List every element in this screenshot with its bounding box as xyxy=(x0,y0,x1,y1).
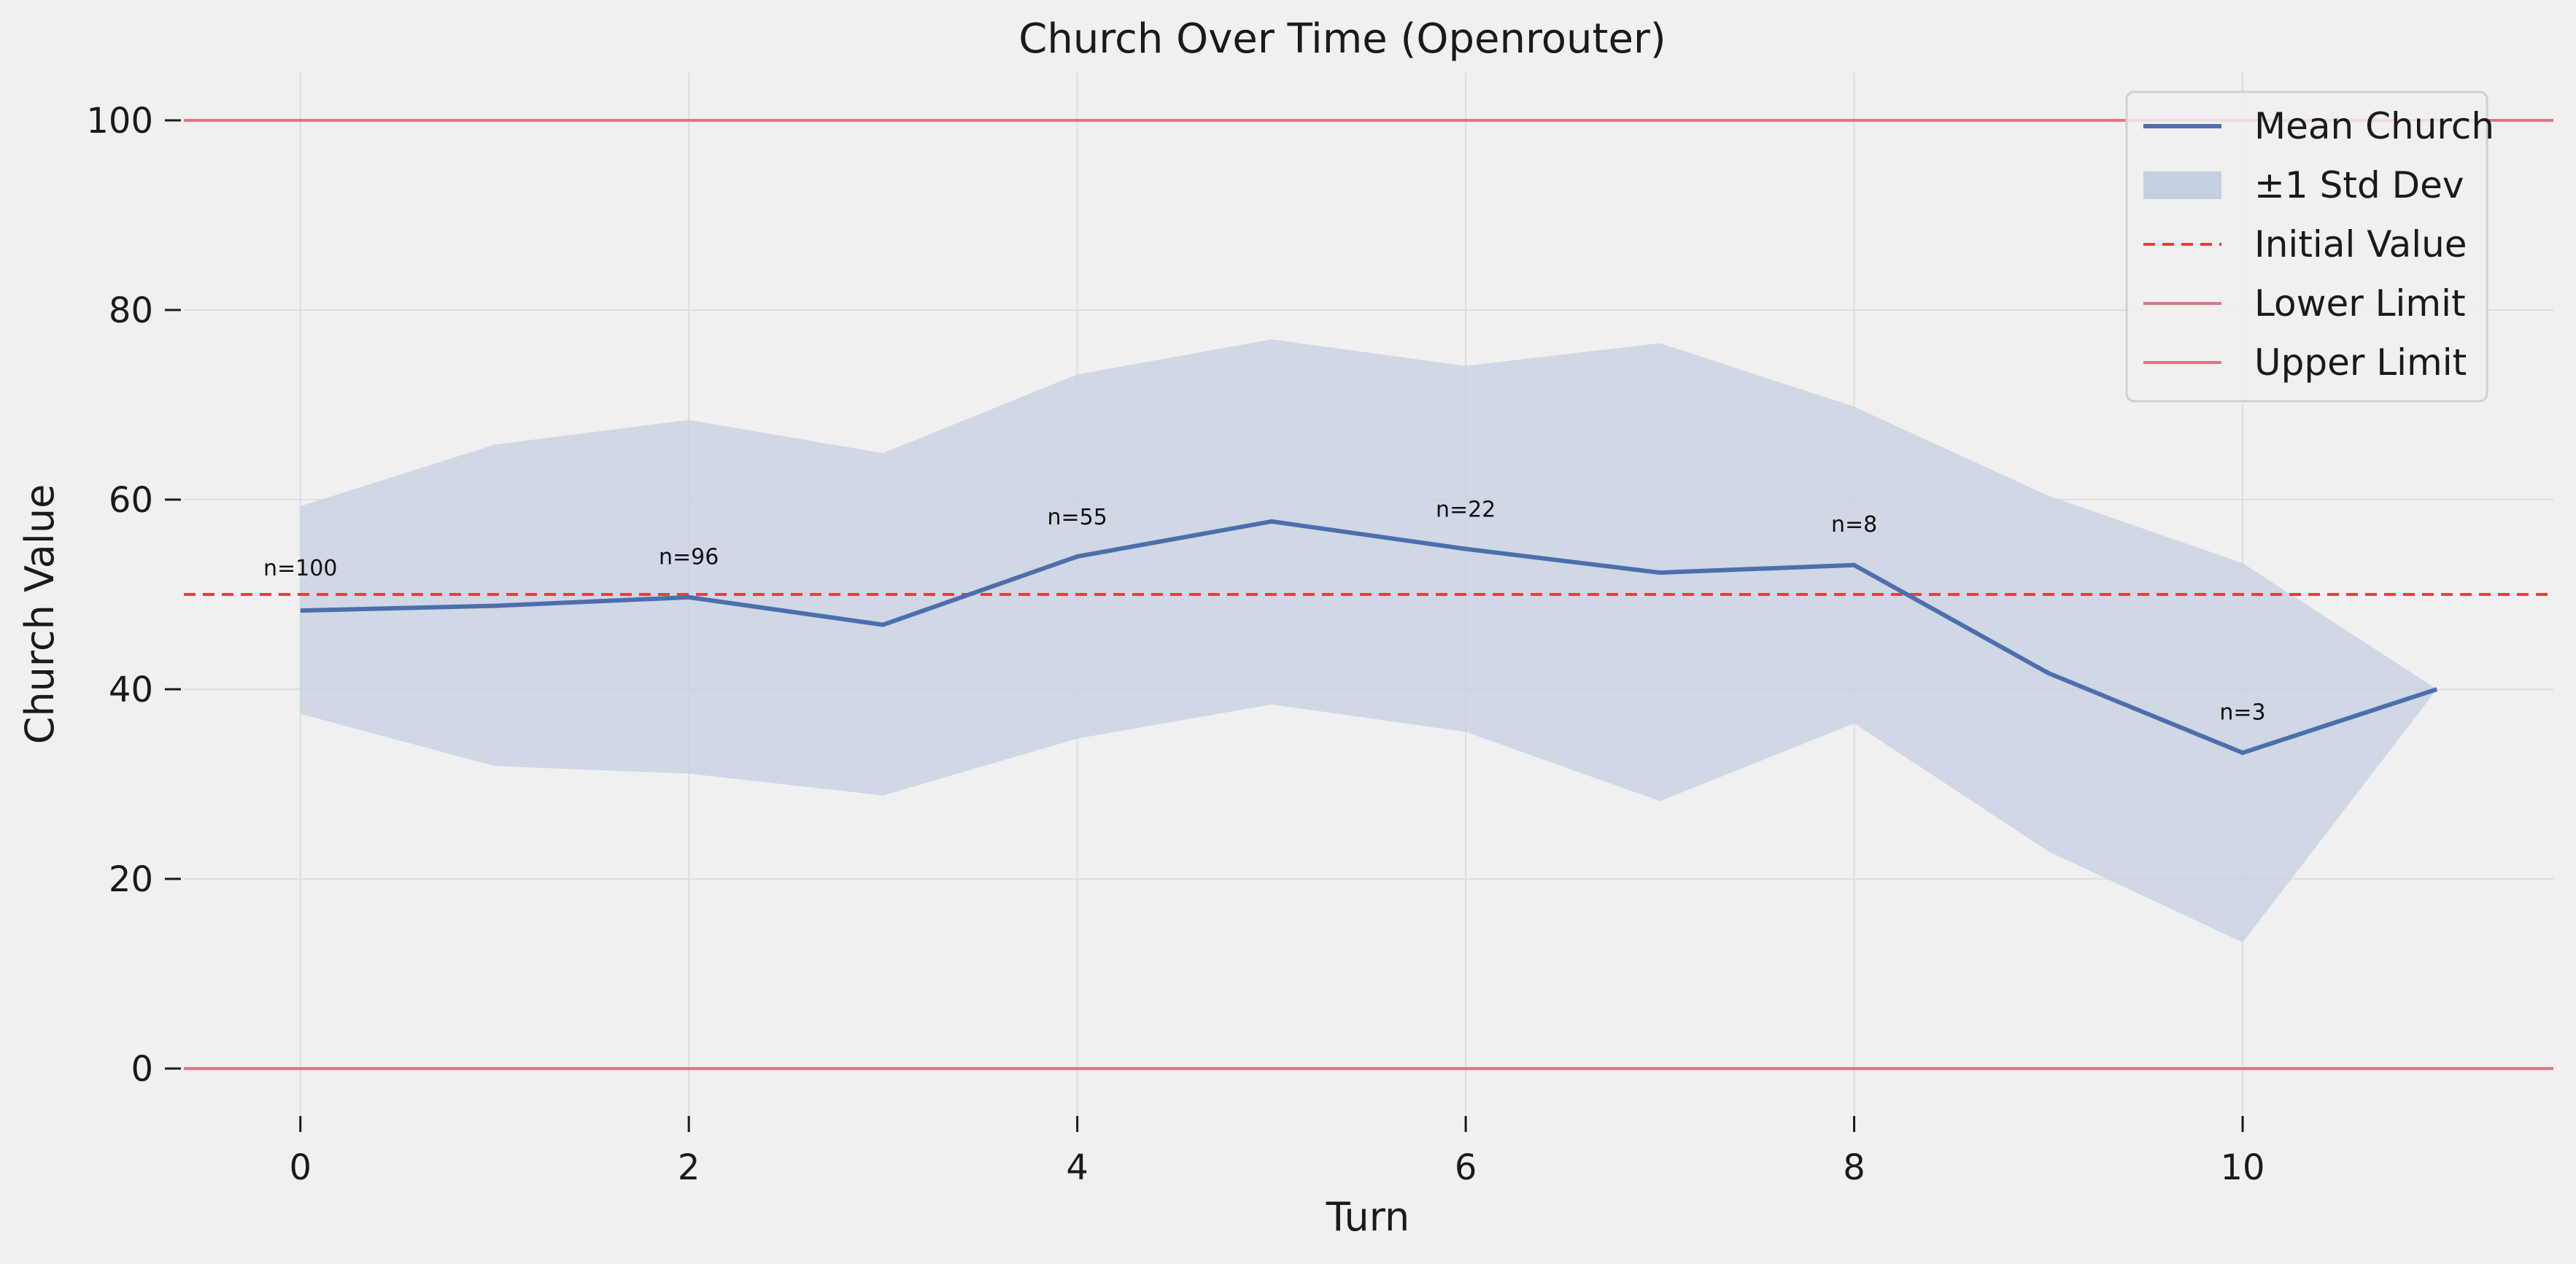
legend-label: Lower Limit xyxy=(2254,282,2466,325)
sample-size-label: n=96 xyxy=(659,544,719,570)
x-tick-label: 8 xyxy=(1843,1147,1865,1188)
annotations: n=100 n=96 n=55 n=22 n=8 n=3 xyxy=(263,497,2266,725)
legend: Mean Church ±1 Std Dev Initial Value Lower … xyxy=(2125,90,2494,403)
chart-title: Church Over Time (Openrouter) xyxy=(1018,15,1666,63)
y-tick-label: 60 xyxy=(109,480,153,521)
x-tick-label: 4 xyxy=(1066,1147,1088,1188)
legend-box xyxy=(2125,90,2488,403)
std-band-group xyxy=(300,339,2437,943)
y-axis-title: Church Value xyxy=(17,484,63,745)
sample-size-label: n=3 xyxy=(2219,700,2265,726)
x-tick-label: 10 xyxy=(2220,1147,2264,1188)
y-tick-label: 0 xyxy=(131,1049,153,1090)
legend-label: ±1 Std Dev xyxy=(2254,164,2464,206)
y-tick-label: 40 xyxy=(109,670,153,710)
x-tick-label: 6 xyxy=(1455,1147,1477,1188)
legend-label: Upper Limit xyxy=(2254,341,2467,384)
legend-swatch-band xyxy=(2143,171,2221,199)
y-tick-label: 80 xyxy=(109,290,153,331)
mean-church-line xyxy=(300,519,2438,756)
legend-label: Initial Value xyxy=(2254,223,2467,265)
x-tick-label: 0 xyxy=(289,1147,312,1188)
std-dev-band xyxy=(300,339,2437,943)
y-tick-label: 100 xyxy=(86,101,153,141)
sample-size-label: n=22 xyxy=(1436,497,1496,522)
x-tick-label: 2 xyxy=(678,1147,700,1188)
sample-size-label: n=55 xyxy=(1047,505,1107,530)
series-group xyxy=(300,519,2438,756)
sample-size-label: n=8 xyxy=(1831,512,1877,538)
y-tick-label: 20 xyxy=(109,859,153,900)
x-axis-title: Turn xyxy=(1326,1194,1410,1240)
sample-size-label: n=100 xyxy=(263,556,337,581)
legend-label: Mean Church xyxy=(2254,105,2494,147)
